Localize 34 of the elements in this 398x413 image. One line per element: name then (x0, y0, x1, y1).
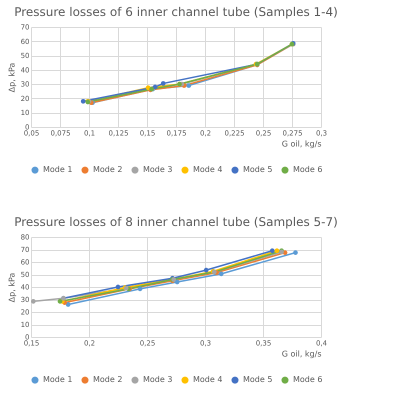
legend-label: Mode 5 (243, 165, 272, 174)
legend-label: Mode 3 (143, 375, 172, 384)
x-axis-title: G oil, kg/s (282, 140, 322, 148)
point (186, 83, 192, 88)
legend-label: Mode 6 (293, 165, 322, 174)
point (30, 299, 36, 304)
legend-label: Mode 5 (243, 375, 272, 384)
point (138, 286, 142, 292)
point (274, 248, 280, 254)
chart-title: Pressure losses of 8 inner channel tube (Samples 5-7) (14, 215, 338, 229)
y-axis-title: Δp, kPa (8, 272, 17, 302)
chart-title: Pressure losses of 6 inner channel tube (Samples 1-4) (14, 5, 338, 19)
x-axis-title: G oil, kg/s (282, 350, 322, 358)
legend-label: Mode 4 (193, 165, 222, 174)
point (152, 84, 158, 90)
point (58, 299, 62, 304)
point (80, 98, 86, 104)
legend-label: Mode 3 (143, 165, 172, 174)
legend-label: Mode 1 (43, 375, 72, 384)
point (66, 302, 70, 307)
point (174, 280, 180, 284)
legend-label: Mode 6 (293, 375, 322, 384)
point (270, 248, 275, 254)
legend-label: Mode 4 (193, 375, 222, 384)
point (146, 85, 151, 90)
point (293, 250, 298, 255)
point (218, 272, 224, 276)
legend-label: Mode 2 (93, 375, 122, 384)
y-axis-title: Δp, kPa (8, 62, 17, 92)
legend-label: Mode 1 (43, 165, 72, 174)
point (204, 268, 209, 272)
legend-label: Mode 2 (93, 165, 122, 174)
point (160, 81, 166, 86)
point (116, 284, 120, 290)
